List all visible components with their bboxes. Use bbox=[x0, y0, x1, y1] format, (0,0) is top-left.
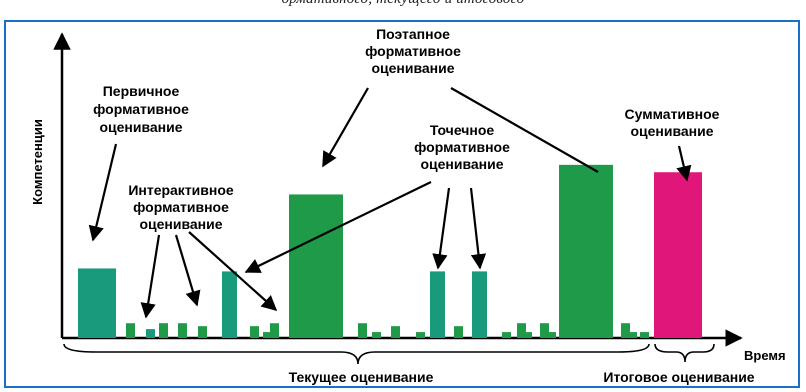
svg-text:формативное: формативное bbox=[133, 199, 229, 215]
x-axis-label: Время bbox=[744, 348, 786, 363]
svg-text:Интерактивное: Интерактивное bbox=[128, 182, 234, 198]
bar-small-27 bbox=[640, 332, 649, 338]
bar-point-18 bbox=[472, 271, 487, 338]
svg-text:оценивание: оценивание bbox=[371, 60, 454, 76]
arrow-interactive-2 bbox=[174, 234, 201, 307]
label-interactive: Интерактивное формативное оценивание bbox=[128, 182, 234, 232]
bar-summative-28 bbox=[654, 172, 702, 338]
bar-small-20 bbox=[517, 323, 526, 338]
svg-text:Поэтапное: Поэтапное bbox=[376, 26, 450, 42]
label-primary: Первичное формативное оценивание bbox=[93, 83, 189, 135]
svg-text:оценивание: оценивание bbox=[630, 123, 713, 139]
svg-text:формативное: формативное bbox=[414, 139, 510, 155]
bar-small-13 bbox=[372, 332, 381, 338]
arrow-interactive-3 bbox=[188, 231, 278, 312]
bracket-final-label: Итоговое оценивание bbox=[603, 369, 754, 385]
svg-text:формативное: формативное bbox=[365, 43, 461, 59]
bar-small-3 bbox=[146, 329, 155, 338]
bar-small-21 bbox=[523, 332, 532, 338]
bar-small-17 bbox=[454, 326, 463, 338]
arrow-point-2 bbox=[432, 187, 451, 270]
bar-small-8 bbox=[250, 326, 259, 338]
arrows bbox=[88, 87, 692, 319]
label-point: Точечное формативное оценивание bbox=[414, 122, 510, 172]
svg-text:Первичное: Первичное bbox=[103, 83, 180, 99]
bar-small-2 bbox=[126, 323, 135, 338]
arrow-stepwise-1 bbox=[322, 87, 369, 168]
bar-stepwise-24 bbox=[559, 164, 613, 338]
arrow-interactive-1 bbox=[140, 234, 161, 319]
svg-text:оценивание: оценивание bbox=[99, 119, 182, 135]
bar-small-26 bbox=[628, 332, 637, 338]
bars-group bbox=[78, 164, 702, 338]
bar-small-23 bbox=[547, 332, 556, 338]
svg-text:оценивание: оценивание bbox=[139, 216, 222, 232]
bar-small-25 bbox=[621, 323, 630, 338]
bracket-current-label: Текущее оценивание bbox=[289, 369, 434, 385]
bar-small-5 bbox=[178, 323, 187, 338]
arrow-point-1 bbox=[244, 181, 432, 273]
bar-medium-7 bbox=[222, 271, 237, 338]
bar-small-22 bbox=[540, 323, 549, 338]
bracket-current bbox=[63, 343, 650, 365]
arrow-summative bbox=[676, 145, 692, 182]
y-axis-label: Компетенции bbox=[30, 119, 45, 205]
bar-small-19 bbox=[502, 332, 511, 338]
bar-point-16 bbox=[430, 271, 445, 338]
svg-text:Точечное: Точечное bbox=[430, 122, 495, 138]
bar-small-14 bbox=[391, 326, 400, 338]
bar-small-12 bbox=[358, 323, 367, 338]
svg-text:формативное: формативное bbox=[93, 101, 189, 117]
svg-text:Суммативное: Суммативное bbox=[625, 106, 720, 122]
arrow-point-3 bbox=[469, 187, 487, 270]
cropped-caption: ормативного, текущего и итогового bbox=[0, 0, 806, 9]
label-stepwise: Поэтапное формативное оценивание bbox=[365, 26, 461, 76]
label-summative: Суммативное оценивание bbox=[625, 106, 720, 139]
bar-stepwise-11 bbox=[289, 194, 343, 338]
bracket-final bbox=[654, 343, 715, 363]
bar-small-15 bbox=[416, 332, 425, 338]
svg-text:оценивание: оценивание bbox=[420, 156, 503, 172]
bar-small-9 bbox=[263, 332, 272, 338]
bar-small-10 bbox=[270, 323, 279, 338]
arrow-primary bbox=[88, 143, 118, 242]
diagram-frame: Компетенции Время Первичное формативное … bbox=[4, 20, 800, 388]
arrow-stepwise-2 bbox=[450, 87, 599, 173]
bar-small-4 bbox=[159, 323, 168, 338]
assessment-diagram: Компетенции Время Первичное формативное … bbox=[30, 26, 786, 385]
bar-primary-1 bbox=[78, 268, 116, 338]
bar-small-6 bbox=[198, 326, 207, 338]
